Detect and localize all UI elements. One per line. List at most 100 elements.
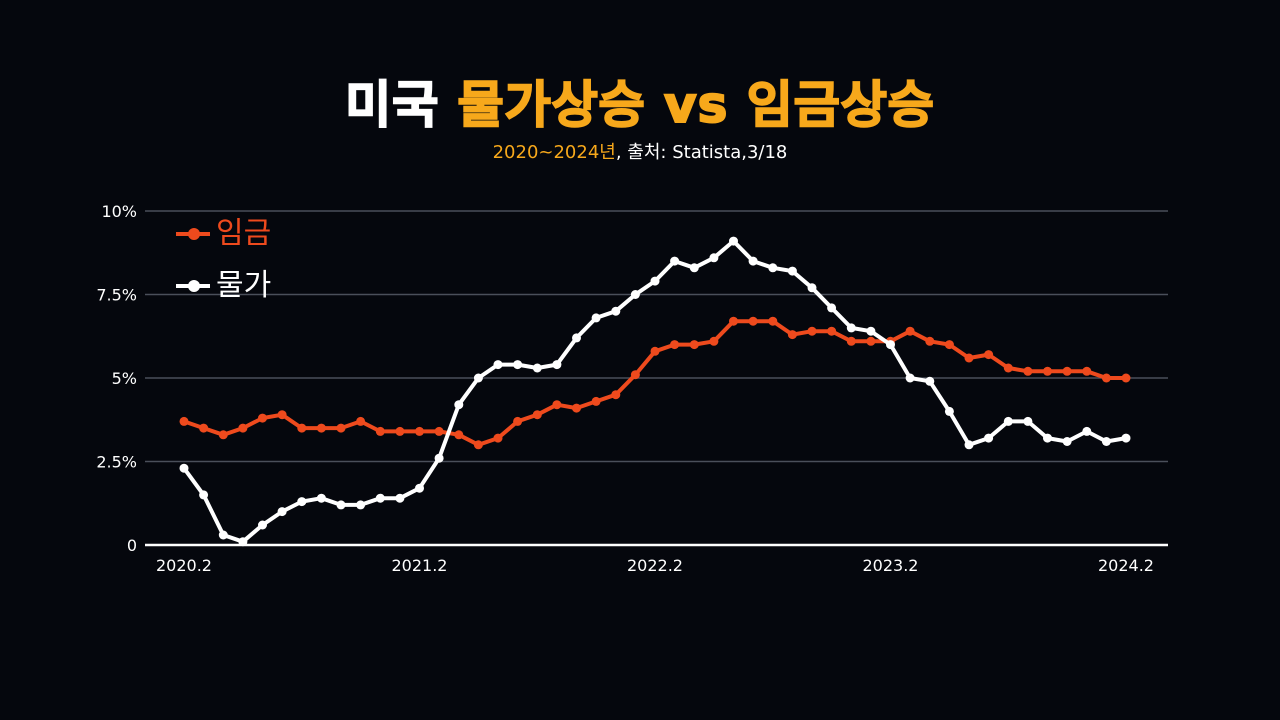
data-point-wage bbox=[258, 413, 267, 423]
data-point-inflation bbox=[1101, 437, 1111, 446]
data-point-inflation bbox=[395, 493, 405, 503]
legend-item-inflation: 물가 bbox=[176, 260, 271, 312]
y-tick-label: 10% bbox=[101, 202, 137, 221]
data-point-inflation bbox=[199, 490, 209, 500]
data-point-inflation bbox=[375, 493, 385, 503]
data-point-inflation bbox=[434, 453, 444, 463]
data-point-wage bbox=[434, 426, 444, 436]
data-point-wage bbox=[395, 426, 405, 436]
axis-layer: 10% 7.5% 5% 2.5% 0 2020.2 2021.2 2022.2 2023.2 20… bbox=[96, 202, 1168, 575]
x-tick-label: 2021.2 bbox=[392, 556, 448, 575]
data-point-wage bbox=[650, 346, 660, 356]
legend: 임금 물가 bbox=[176, 208, 271, 312]
data-point-inflation bbox=[1003, 416, 1013, 426]
data-point-inflation bbox=[807, 283, 817, 293]
data-point-wage bbox=[787, 330, 797, 340]
data-point-wage bbox=[827, 326, 837, 336]
legend-dot-wage bbox=[188, 228, 200, 240]
series-wage bbox=[179, 316, 1131, 450]
data-point-wage bbox=[179, 416, 189, 426]
data-point-inflation bbox=[572, 333, 581, 343]
data-point-wage bbox=[1043, 366, 1052, 376]
data-point-inflation bbox=[415, 483, 424, 493]
data-point-inflation bbox=[1023, 416, 1033, 426]
legend-swatch-inflation bbox=[176, 280, 210, 292]
data-point-inflation bbox=[336, 500, 346, 510]
data-point-wage bbox=[238, 423, 248, 433]
y-tick-label: 0 bbox=[127, 536, 137, 555]
data-point-wage bbox=[729, 316, 738, 326]
data-point-inflation bbox=[964, 440, 974, 450]
chart-title: 미국 물가상승 vs 임금상승 bbox=[0, 70, 1280, 140]
data-point-wage bbox=[473, 440, 483, 450]
data-point-inflation bbox=[650, 276, 660, 286]
data-point-wage bbox=[572, 403, 581, 413]
data-point-wage bbox=[1121, 373, 1131, 383]
data-point-inflation bbox=[925, 376, 935, 386]
grid-layer bbox=[145, 210, 1168, 463]
data-point-wage bbox=[375, 426, 385, 436]
data-point-inflation bbox=[218, 530, 228, 540]
data-point-wage bbox=[611, 390, 621, 400]
data-point-inflation bbox=[258, 520, 267, 530]
data-point-inflation bbox=[984, 433, 994, 443]
subtitle-range: 2020~2024년 bbox=[492, 142, 616, 163]
legend-swatch-wage bbox=[176, 228, 210, 240]
data-point-inflation bbox=[356, 500, 366, 510]
data-point-wage bbox=[689, 340, 699, 350]
x-tick-label: 2022.2 bbox=[627, 556, 683, 575]
title-part-comparison: 물가상승 vs 임금상승 bbox=[457, 75, 935, 135]
series-layer bbox=[179, 236, 1131, 547]
data-point-wage bbox=[807, 326, 817, 336]
y-tick-label: 5% bbox=[112, 369, 137, 388]
data-point-wage bbox=[964, 353, 974, 363]
data-point-inflation bbox=[787, 266, 797, 276]
data-point-wage bbox=[218, 430, 228, 440]
data-point-inflation bbox=[591, 313, 601, 323]
data-point-wage bbox=[1062, 366, 1072, 376]
data-point-inflation bbox=[729, 236, 738, 246]
data-point-wage bbox=[415, 426, 424, 436]
legend-dot-inflation bbox=[188, 280, 200, 292]
data-point-inflation bbox=[846, 323, 856, 333]
data-point-wage bbox=[748, 316, 758, 326]
x-tick-label: 2020.2 bbox=[156, 556, 212, 575]
data-point-wage bbox=[513, 416, 523, 426]
data-point-wage bbox=[297, 423, 307, 433]
data-point-wage bbox=[670, 340, 680, 350]
data-point-inflation bbox=[179, 463, 189, 473]
data-point-inflation bbox=[827, 303, 837, 313]
title-part-us: 미국 bbox=[344, 75, 440, 135]
data-point-wage bbox=[199, 423, 209, 433]
data-point-wage bbox=[1003, 363, 1013, 373]
data-point-inflation bbox=[316, 493, 326, 503]
data-point-inflation bbox=[1121, 433, 1131, 443]
y-tick-label: 7.5% bbox=[96, 286, 137, 305]
legend-label-inflation: 물가 bbox=[216, 268, 272, 303]
data-point-inflation bbox=[689, 263, 699, 273]
data-point-wage bbox=[866, 336, 876, 346]
data-point-wage bbox=[277, 410, 287, 420]
data-point-inflation bbox=[1043, 433, 1052, 443]
data-point-inflation bbox=[1082, 426, 1092, 436]
data-point-wage bbox=[493, 433, 503, 443]
data-point-inflation bbox=[886, 340, 895, 350]
data-point-wage bbox=[356, 416, 366, 426]
subtitle-source: , 출처: Statista,3/18 bbox=[615, 142, 788, 163]
data-point-inflation bbox=[238, 537, 248, 547]
data-point-inflation bbox=[670, 256, 680, 266]
data-point-inflation bbox=[748, 256, 758, 266]
data-point-inflation bbox=[277, 507, 287, 517]
data-point-wage bbox=[552, 400, 562, 410]
data-point-wage bbox=[1101, 373, 1111, 383]
data-point-inflation bbox=[532, 363, 542, 373]
data-point-wage bbox=[905, 326, 915, 336]
data-point-wage bbox=[1082, 366, 1092, 376]
legend-label-wage: 임금 bbox=[216, 216, 272, 251]
data-point-inflation bbox=[1062, 437, 1072, 446]
legend-item-wage: 임금 bbox=[176, 208, 271, 260]
data-point-inflation bbox=[297, 497, 307, 507]
data-point-wage bbox=[846, 336, 856, 346]
